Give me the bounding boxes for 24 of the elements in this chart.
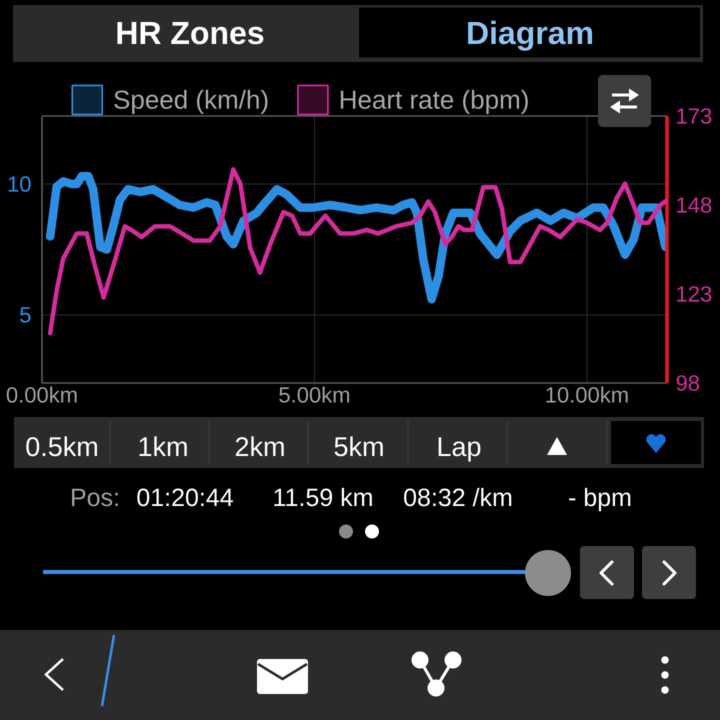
text: 2km [236, 436, 284, 456]
y-tick-label: 5 [20, 307, 31, 323]
x-tick-label: 0.00km [6, 386, 77, 403]
legend-label: Speed (km/h) [114, 90, 268, 114]
text: 11.59 km [274, 488, 372, 506]
text: - bpm [569, 488, 630, 512]
x-tick-label: 10.00km [546, 386, 628, 403]
y2-tick-label: 123 [677, 286, 712, 302]
text: 08:32 /km [404, 488, 512, 506]
text: Lap [438, 437, 480, 462]
legend-label: Heart rate (bpm) [340, 90, 528, 114]
y2-tick-label: 148 [677, 197, 712, 213]
text: Diagram [468, 20, 592, 51]
y2-tick-label: 98 [676, 375, 700, 391]
text: 1km [140, 436, 187, 456]
line-series [48, 167, 668, 336]
y-tick-label: 10 [8, 176, 31, 192]
text: 5km [334, 436, 383, 456]
text: 0.5km [26, 436, 97, 456]
x-tick-label: 5.00km [279, 386, 350, 403]
text: Pos: [72, 488, 118, 506]
text: HR Zones [117, 22, 264, 44]
y2-tick-label: 173 [677, 108, 712, 124]
text: 01:20:44 [137, 488, 233, 506]
